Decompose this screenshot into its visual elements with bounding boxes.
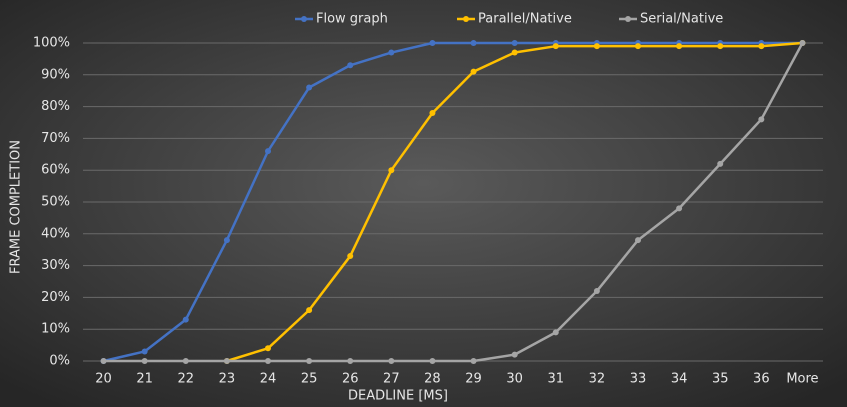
point [265,345,271,352]
x-tick-label: 33 [630,372,647,387]
x-tick-label: 29 [465,372,482,387]
point [470,68,477,75]
point [223,237,230,244]
series-line [103,41,803,363]
x-tick-label: 30 [506,372,523,387]
point [306,84,313,91]
x-tick-label: 26 [342,372,359,387]
x-tick-label: 20 [95,372,112,387]
point [182,316,189,323]
point [593,288,600,295]
y-tick-label: 70% [41,131,70,146]
point [511,40,518,46]
point [141,348,148,355]
point [717,43,724,50]
point [306,358,313,364]
point [593,43,600,50]
point [552,43,559,50]
legend-marker [625,16,631,22]
point [635,237,641,244]
x-tick-label: 36 [753,372,770,387]
x-axis-label: DEADLINE [MS] [348,389,448,404]
y-tick-label: 80% [41,99,70,114]
legend-label: Parallel/Native [478,12,572,27]
x-tick-label: 22 [178,372,195,387]
x-tick-label: More [786,372,818,387]
point [758,43,765,50]
x-tick-label: 23 [219,372,236,387]
x-tick-label: 35 [712,372,729,387]
y-tick-label: 60% [41,163,70,178]
point [388,49,395,56]
y-tick-label: 50% [41,195,70,210]
x-tick-label: 27 [383,372,400,387]
y-tick-label: 10% [41,322,70,337]
x-tick-label: 31 [548,372,565,387]
point [265,358,271,364]
x-tick-label: 24 [260,372,277,387]
point [100,358,107,364]
point [511,49,518,56]
y-tick-label: 0% [49,354,70,369]
y-tick-label: 20% [41,290,70,305]
x-tick-label: 34 [671,372,688,387]
point [388,167,395,174]
point [347,358,354,364]
legend-label: Flow graph [316,12,388,27]
point [552,329,559,336]
legend-marker [301,16,307,22]
point [223,358,230,364]
point [717,160,724,167]
y-tick-label: 100% [33,36,70,51]
y-tick-label: 90% [41,67,70,82]
point [676,205,683,212]
y-tick-label: 40% [41,226,70,241]
x-tick-label: 28 [424,372,441,387]
point [676,43,683,50]
point [429,358,436,364]
point [388,358,395,364]
y-axis-label: FRAME COMPLETION [9,140,24,274]
point [470,358,477,364]
point [265,148,271,155]
point [799,40,806,46]
point [182,358,189,364]
point [758,116,765,123]
legend-label: Serial/Native [640,12,723,27]
point [347,253,354,260]
y-tick-label: 30% [41,258,70,273]
point [347,62,354,69]
point [429,109,436,116]
point [141,358,148,364]
x-tick-label: 25 [301,372,318,387]
point [306,307,313,314]
point [429,40,436,46]
series-line [103,42,804,363]
point [635,43,641,50]
point [511,351,518,358]
x-tick-label: 32 [589,372,606,387]
legend-marker [463,16,469,22]
x-tick-label: 21 [136,372,153,387]
point [470,40,477,46]
